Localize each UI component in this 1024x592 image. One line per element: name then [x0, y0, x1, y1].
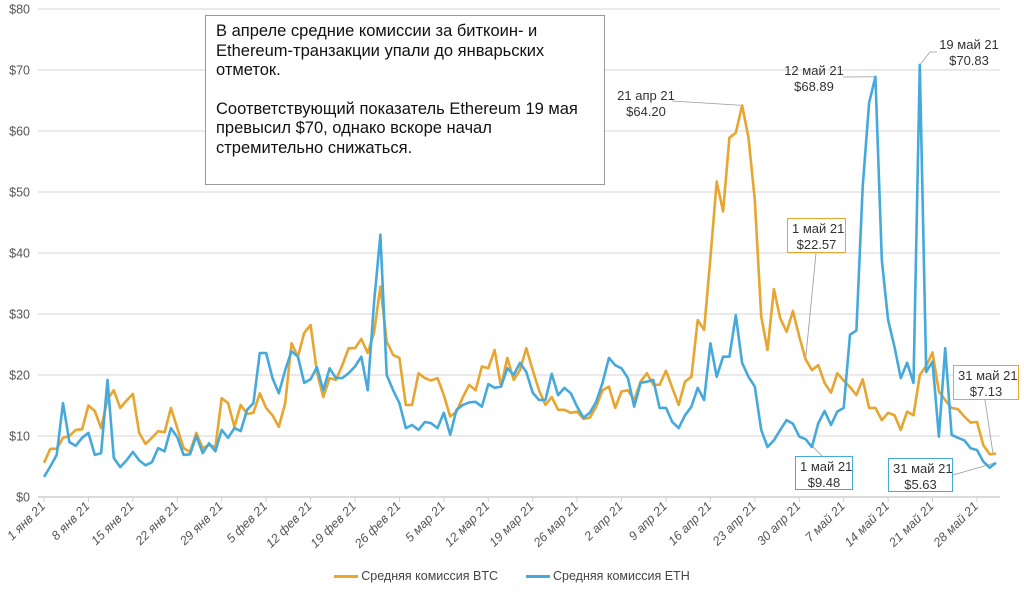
annotation-leader-line	[671, 100, 743, 106]
annotation-date: 1 май 21	[792, 221, 845, 236]
annotation-value: $9.48	[807, 475, 841, 490]
x-tick-label: 22 янв 21	[132, 499, 181, 548]
y-tick-label: $70	[9, 64, 30, 78]
y-tick-label: $60	[9, 125, 30, 139]
note-paragraph-2: Соответствующий показатель Ethereum 19 м…	[216, 99, 578, 157]
x-tick-label: 16 апр 21	[665, 499, 714, 548]
series-lines	[42, 63, 997, 478]
x-tick-label: 5 фев 21	[224, 499, 271, 546]
annotation-value: $22.57	[796, 237, 837, 252]
annotation-date: 31 май 21	[958, 368, 1018, 383]
x-tick-label: 7 май 21	[802, 499, 847, 544]
annotation-btc-31-may: 31 май 21 $7.13	[953, 365, 1019, 400]
x-tick-label: 12 фев 21	[263, 499, 314, 550]
x-tick-label: 28 май 21	[930, 499, 981, 550]
annotation-eth-1-may: 1 май 21 $9.48	[795, 456, 853, 490]
annotation-value: $70.83	[949, 53, 989, 68]
y-tick-label: $20	[9, 369, 30, 383]
x-tick-label: 30 апр 21	[754, 499, 803, 548]
series-line-btc	[42, 104, 997, 464]
y-tick-label: $80	[9, 3, 30, 17]
y-tick-label: $50	[9, 186, 30, 200]
annotation-date: 21 апр 21	[617, 88, 675, 103]
y-axis-labels: $0 $10 $20 $30 $40 $50 $60 $70 $80	[9, 3, 30, 505]
x-tick-label: 15 янв 21	[88, 499, 137, 548]
annotation-leader-lines	[671, 51, 997, 476]
annotation-value: $64.20	[626, 104, 666, 119]
annotation-btc-1-may: 1 май 21 $22.57	[787, 218, 846, 253]
annotation-value: $5.63	[904, 477, 937, 492]
y-tick-label: $40	[9, 247, 30, 261]
annotation-note-box: В апреле средние комиссии за биткоин- и …	[205, 15, 605, 185]
x-tick-label: 12 мар 21	[442, 499, 492, 549]
x-tick-label: 1 янв 21	[4, 499, 48, 543]
note-paragraph-1: В апреле средние комиссии за биткоин- и …	[216, 22, 545, 79]
annotation-leader-line	[984, 399, 994, 454]
annotation-btc-peak: 21 апр 21 $64.20	[613, 88, 679, 120]
legend: Средняя комиссия BTC Средняя комиссия ET…	[0, 569, 1024, 583]
series-line-eth	[42, 63, 997, 478]
annotation-leader-line	[805, 252, 817, 360]
annotation-date: 31 май 21	[893, 461, 953, 476]
annotation-eth-peak-19-may: 19 май 21 $70.83	[936, 37, 1002, 69]
x-tick-label: 9 апр 21	[626, 499, 670, 543]
x-tick-label: 26 фев 21	[351, 499, 403, 551]
annotation-leader-line	[919, 51, 937, 66]
x-tick-label: 21 май 21	[886, 499, 937, 550]
annotation-value: $68.89	[794, 79, 834, 94]
y-tick-label: $0	[16, 491, 30, 505]
annotation-eth-peak-12-may: 12 май 21 $68.89	[781, 63, 847, 95]
annotation-value: $7.13	[969, 384, 1003, 399]
x-tick-label: 26 мар 21	[530, 499, 581, 550]
annotation-date: 1 май 21	[800, 459, 853, 474]
y-tick-label: $30	[9, 308, 30, 322]
annotation-date: 19 май 21	[939, 37, 999, 52]
y-tick-label: $10	[9, 430, 30, 444]
x-tick-label: 2 апр 21	[581, 499, 626, 544]
legend-label-btc: Средняя комиссия BTC	[361, 569, 498, 583]
legend-item-btc: Средняя комиссия BTC	[334, 569, 498, 583]
annotation-eth-31-may: 31 май 21 $5.63	[888, 458, 953, 492]
legend-item-eth: Средняя комиссия ETH	[526, 569, 690, 583]
annotation-date: 12 май 21	[784, 63, 844, 78]
annotation-leader-line	[952, 462, 997, 476]
x-tick-label: 8 янв 21	[49, 499, 93, 543]
x-tick-label: 23 апр 21	[709, 499, 759, 549]
x-tick-label: 19 фев 21	[308, 499, 359, 550]
x-tick-label: 5 мар 21	[403, 499, 448, 544]
legend-swatch-eth	[526, 574, 550, 578]
legend-swatch-btc	[334, 574, 359, 578]
x-tick-label: 14 май 21	[842, 499, 892, 549]
x-tick-label: 19 мар 21	[486, 499, 536, 549]
legend-label-eth: Средняя комиссия ETH	[553, 569, 690, 583]
x-tick-label: 29 янв 21	[176, 499, 225, 548]
